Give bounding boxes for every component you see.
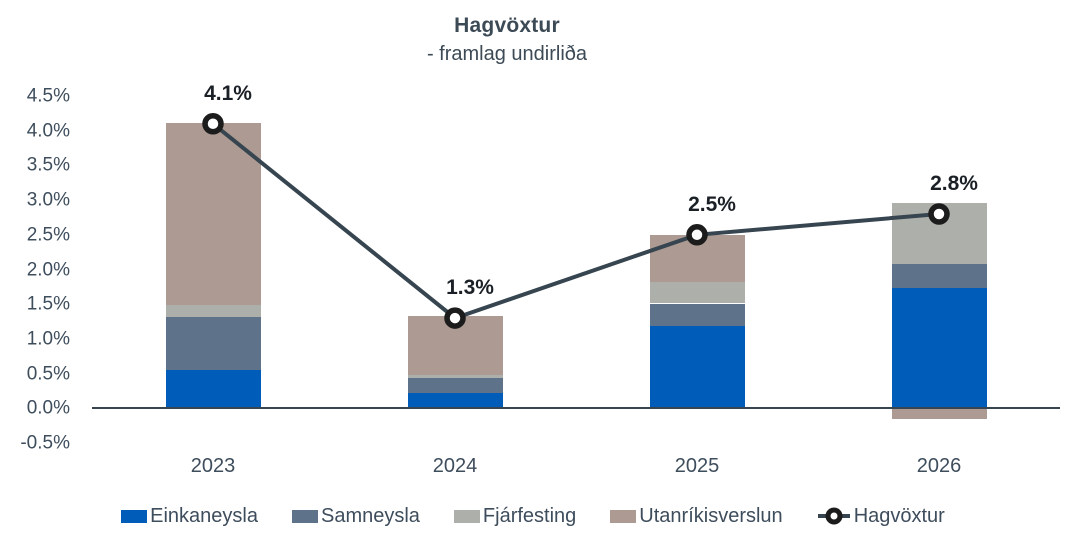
legend-swatch-utanrikisverslun	[610, 509, 637, 523]
bar-segment-fjarfesting-2026	[891, 202, 987, 264]
y-tick-label: 1.0%	[26, 328, 70, 350]
legend-swatch-fjarfesting	[453, 509, 480, 523]
chart-subtitle: - framlag undirliða	[426, 43, 588, 65]
x-axis-label-2026: 2026	[916, 455, 962, 477]
legend-item-line: Hagvöxtur	[817, 505, 945, 527]
bar-segment-einkaneysla-2026	[891, 288, 987, 409]
legend-item-fjarfesting: Fjárfesting	[453, 505, 577, 527]
legend-label: Einkaneysla	[150, 505, 258, 527]
bar-segment-samneysla-2023	[165, 317, 261, 371]
y-tick-label: 2.0%	[26, 259, 70, 280]
y-tick-label: 2.5%	[26, 224, 70, 246]
y-tick-label: -0.5%	[20, 432, 70, 454]
bar-segment-utanrikisverslun-2025	[649, 234, 745, 282]
legend-swatch-samneysla	[291, 509, 318, 523]
line-data-label: 4.1%	[204, 81, 252, 105]
y-tick-label: 3.0%	[26, 189, 70, 211]
legend-label: Fjárfesting	[482, 505, 577, 527]
bar-segment-samneysla-2024	[407, 378, 503, 394]
legend-line-marker-icon	[817, 507, 850, 525]
y-tick-label: 0.5%	[26, 363, 70, 385]
bar-segment-fjarfesting-2025	[649, 281, 745, 304]
bar-segment-samneysla-2026	[891, 263, 987, 289]
legend-label: Samneysla	[320, 505, 420, 527]
bar-segment-fjarfesting-2023	[165, 304, 261, 318]
bar-segment-einkaneysla-2025	[649, 326, 745, 409]
growth-line	[211, 122, 940, 321]
y-tick-label: 0.0%	[26, 397, 70, 419]
legend-item-utanrikisverslun: Utanríkisverslun	[610, 505, 783, 527]
y-tick-label: 1.5%	[26, 293, 70, 315]
legend: Einkaneysla Samneysla Fjárfesting Utanríkis…	[0, 505, 1066, 527]
legend-label: Hagvöxtur	[853, 505, 945, 527]
zero-axis-line	[92, 407, 1060, 410]
line-data-label: 1.3%	[446, 276, 494, 300]
y-tick-label: 3.5%	[26, 154, 70, 176]
bar-segment-einkaneysla-2024	[407, 393, 503, 409]
legend-item-samneysla: Samneysla	[291, 505, 420, 527]
chart-title: Hagvöxtur	[454, 14, 560, 37]
line-data-label: 2.8%	[930, 171, 978, 195]
x-axis-label-2024: 2024	[432, 455, 478, 477]
legend-item-einkaneysla: Einkaneysla	[121, 505, 258, 527]
y-tick-label: 4.0%	[26, 120, 70, 142]
y-tick-label: 4.5%	[26, 85, 70, 107]
legend-swatch-einkaneysla	[121, 509, 148, 523]
bar-segment-fjarfesting-2024	[407, 374, 503, 379]
x-axis-label-2025: 2025	[674, 455, 720, 477]
bar-segment-samneysla-2025	[649, 303, 745, 327]
bar-segment-utanrikisverslun-2024	[407, 315, 503, 375]
bar-segment-utanrikisverslun-2026	[891, 408, 987, 419]
bar-segment-utanrikisverslun-2023	[165, 123, 261, 305]
x-axis-label-2023: 2023	[190, 455, 236, 477]
line-data-label: 2.5%	[688, 192, 736, 216]
chart-title-block: Hagvöxtur - framlag undirliða	[0, 14, 1014, 66]
bar-segment-einkaneysla-2023	[165, 370, 261, 409]
legend-label: Utanríkisverslun	[639, 505, 783, 527]
